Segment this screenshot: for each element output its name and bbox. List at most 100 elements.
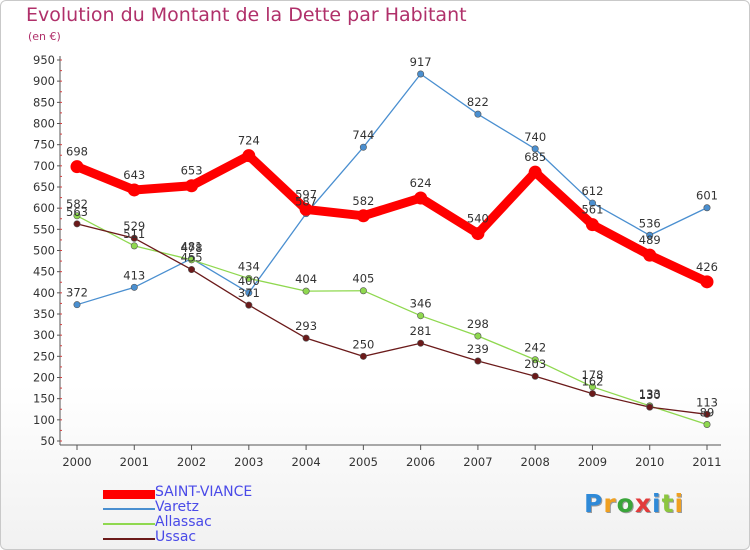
data-point-ussac (417, 339, 425, 347)
data-point-allassac (73, 212, 81, 220)
data-label-saint-viance: 426 (696, 260, 718, 274)
data-label-ussac: 371 (238, 286, 260, 300)
data-label-varetz: 740 (524, 130, 546, 144)
y-tick-label: 250 (33, 349, 55, 363)
data-point-varetz (245, 289, 253, 297)
x-tick-label: 2000 (62, 455, 91, 469)
y-tick-label: 400 (33, 286, 55, 300)
data-point-varetz (474, 110, 482, 118)
logo-letter: P (584, 489, 604, 518)
data-label-ussac: 130 (639, 388, 661, 402)
x-tick-label: 2007 (463, 455, 492, 469)
data-label-varetz: 822 (467, 95, 489, 109)
y-tick-label: 600 (33, 201, 55, 215)
legend-swatch (103, 538, 155, 540)
data-point-ussac (474, 357, 482, 365)
logo-letter: i (652, 489, 662, 518)
data-point-ussac (73, 220, 81, 228)
data-point-saint-viance (127, 183, 141, 197)
data-point-saint-viance (528, 165, 542, 179)
data-point-ussac (302, 334, 310, 342)
data-point-varetz (359, 143, 367, 151)
data-point-saint-viance (299, 202, 313, 216)
data-point-saint-viance (356, 209, 370, 223)
logo-letter: x (634, 489, 652, 518)
series-line-allassac (76, 215, 708, 426)
data-point-ussac (588, 390, 596, 398)
y-tick-label: 550 (33, 222, 55, 236)
data-label-saint-viance: 698 (66, 145, 88, 159)
x-tick-label: 2003 (234, 455, 263, 469)
legend-label: Allassac (155, 514, 212, 530)
x-tick-label: 2008 (521, 455, 550, 469)
y-tick-label: 100 (33, 413, 55, 427)
data-point-ussac (531, 372, 539, 380)
chart-subtitle: (en €) (28, 30, 61, 43)
x-tick-label: 2009 (578, 455, 607, 469)
series-line-ussac (76, 223, 708, 415)
data-point-saint-viance (585, 218, 599, 232)
y-tick-label: 450 (33, 265, 55, 279)
data-label-saint-viance: 597 (295, 187, 317, 201)
data-point-varetz (588, 199, 596, 207)
x-tick-label: 2005 (349, 455, 378, 469)
y-tick-label: 900 (33, 74, 55, 88)
logo-letter: t (661, 489, 675, 518)
y-tick-label: 750 (33, 138, 55, 152)
data-point-ussac (359, 352, 367, 360)
legend-label: Ussac (155, 529, 197, 545)
data-label-ussac: 162 (581, 375, 603, 389)
proxiti-logo: Proxiti (584, 489, 684, 518)
y-tick-label: 150 (33, 392, 55, 406)
y-tick-label: 700 (33, 159, 55, 173)
data-point-varetz (531, 145, 539, 153)
data-label-allassac: 346 (410, 297, 432, 311)
y-tick-label: 300 (33, 328, 55, 342)
data-label-allassac: 178 (581, 368, 603, 382)
data-point-varetz (703, 204, 711, 212)
x-tick-label: 2004 (291, 455, 320, 469)
data-label-allassac: 298 (467, 317, 489, 331)
legend-label: Varetz (155, 499, 199, 515)
data-point-allassac (474, 332, 482, 340)
data-label-varetz: 601 (696, 189, 718, 203)
legend-swatch (103, 508, 155, 510)
data-label-varetz: 481 (181, 240, 203, 254)
y-tick-label: 850 (33, 95, 55, 109)
data-point-allassac (588, 383, 596, 391)
data-point-saint-viance (185, 179, 199, 193)
data-label-allassac: 434 (238, 259, 260, 273)
data-point-varetz (130, 283, 138, 291)
x-tick-label: 2011 (692, 455, 721, 469)
y-tick-label: 500 (33, 244, 55, 258)
data-label-saint-viance: 489 (639, 233, 661, 247)
data-point-varetz (73, 301, 81, 309)
data-point-saint-viance (242, 149, 256, 163)
data-label-ussac: 203 (524, 357, 546, 371)
data-label-ussac: 250 (352, 337, 374, 351)
data-label-allassac: 511 (123, 227, 145, 241)
data-label-varetz: 744 (352, 128, 374, 142)
data-point-saint-viance (471, 227, 485, 241)
series-lines (72, 73, 712, 426)
data-label-ussac: 455 (181, 251, 203, 265)
data-label-ussac: 563 (66, 205, 88, 219)
data-label-allassac: 89 (700, 405, 715, 419)
data-point-saint-viance (414, 191, 428, 205)
data-point-allassac (245, 274, 253, 282)
data-point-ussac (703, 410, 711, 418)
data-point-saint-viance (700, 275, 714, 289)
data-point-ussac (130, 234, 138, 242)
series-points (70, 70, 714, 428)
chart-title: Evolution du Montant de la Dette par Hab… (26, 4, 467, 26)
data-point-ussac (245, 301, 253, 309)
data-label-allassac: 133 (639, 387, 661, 401)
logo-letter: r (603, 489, 617, 518)
y-tick-label: 200 (33, 371, 55, 385)
data-label-varetz: 372 (66, 286, 88, 300)
data-point-allassac (359, 287, 367, 295)
data-point-varetz (417, 70, 425, 78)
x-tick-label: 2001 (120, 455, 149, 469)
data-label-saint-viance: 724 (238, 134, 260, 148)
data-point-ussac (188, 266, 196, 274)
